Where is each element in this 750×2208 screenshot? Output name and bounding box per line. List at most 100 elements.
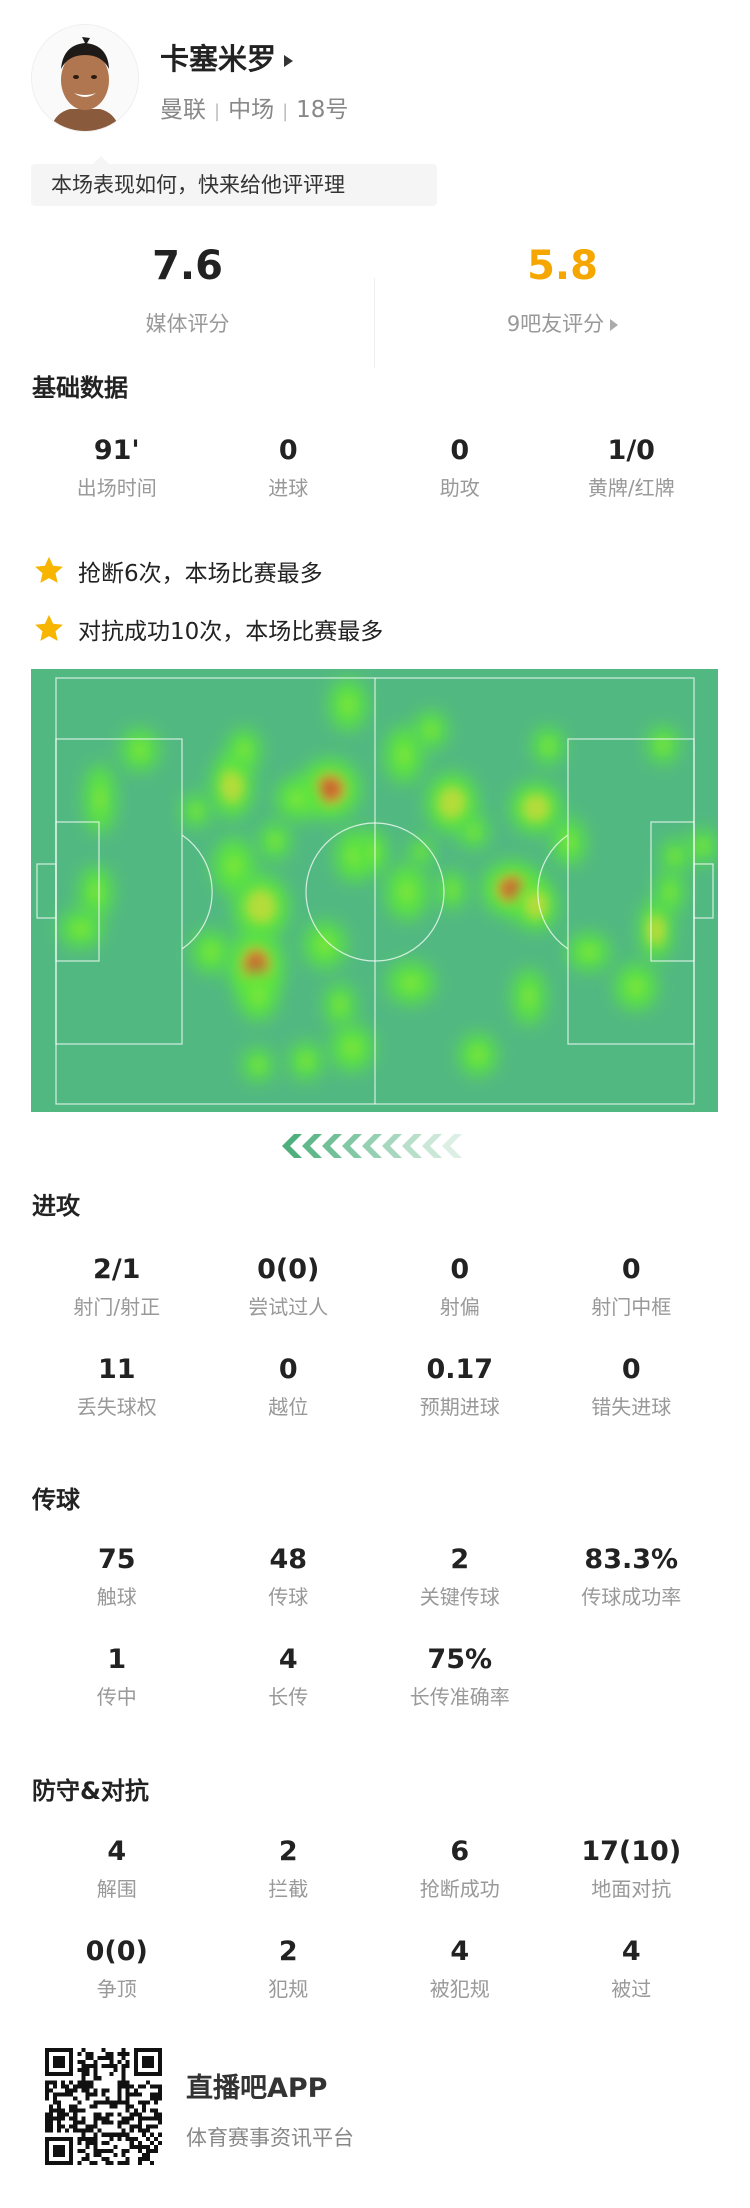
fan-rating[interactable]: 5.8 9吧友评分 (375, 242, 750, 338)
stat-value: 1/0 (607, 435, 655, 466)
heat-spot (79, 866, 113, 918)
stat-label: 尝试过人 (248, 1295, 329, 1319)
stat-label: 被犯规 (429, 1977, 490, 2001)
heat-spot (615, 964, 657, 1010)
heat-spot (426, 773, 478, 833)
stat-value: 2 (278, 1936, 298, 1967)
stat-cell: 2 关键传球 (374, 1544, 546, 1610)
stat-cell: 0 越位 (203, 1354, 375, 1420)
heat-spot (243, 1048, 273, 1082)
attack-stats-grid: 2/1 射门/射正 0(0) 尝试过人 0 射偏 0 射门中框 11 丢失球权 0 越位 0.17 预期进… (31, 1254, 717, 1420)
stat-value: 48 (269, 1544, 308, 1575)
stat-cell: 75% 长传准确率 (374, 1644, 546, 1710)
stat-value: 0(0) (257, 1254, 320, 1285)
player-name-link[interactable]: 卡塞米罗 (160, 36, 294, 78)
stat-cell: 4 被过 (546, 1936, 718, 2002)
stat-label: 被过 (611, 1977, 652, 2001)
star-icon (35, 556, 63, 583)
heatmap-layer (60, 679, 717, 1082)
left-penalty-arc (181, 834, 213, 950)
stat-value: 0(0) (85, 1936, 148, 1967)
stat-value: 0 (278, 435, 298, 466)
stat-value: 1 (107, 1644, 127, 1675)
left-goal (36, 863, 57, 919)
stat-value: 6 (450, 1836, 470, 1867)
stat-label: 犯规 (268, 1977, 309, 2001)
chevron-left-icon (402, 1134, 422, 1158)
heat-spot (325, 984, 355, 1026)
stat-cell: 0 射偏 (374, 1254, 546, 1320)
highlight-item: 抢断6次，本场比赛最多 (32, 551, 323, 591)
stat-value: 11 (97, 1354, 136, 1385)
passing-stats-grid: 75 触球 48 传球 2 关键传球 83.3% 传球成功率 1 传中 4 长传 75% 长传准确率 (31, 1544, 717, 1710)
center-circle (305, 822, 445, 962)
heat-spot (85, 764, 115, 834)
caret-right-icon (284, 55, 294, 67)
chevron-left-icon (282, 1134, 302, 1158)
defense-stats-grid: 4 解围 2 拦截 6 抢断成功 17(10) 地面对抗 0(0) 争顶 2 犯规 4 被犯规 4 被过 (31, 1836, 717, 2002)
heat-spot (460, 815, 488, 849)
stat-label: 射门/射正 (73, 1295, 161, 1319)
stat-label: 拦截 (268, 1877, 309, 1901)
heat-spot (409, 838, 433, 866)
heat-spot (648, 726, 678, 764)
pitch-lines (36, 677, 714, 1105)
chevron-left-icon (422, 1134, 442, 1158)
heat-spot (459, 1034, 497, 1076)
player-number: 18号 (296, 97, 349, 123)
stat-label: 越位 (268, 1395, 309, 1419)
stat-cell: 17(10) 地面对抗 (546, 1836, 718, 1902)
stat-value: 4 (450, 1936, 470, 1967)
team-name: 曼联 (160, 97, 206, 123)
stat-label: 抢断成功 (419, 1877, 500, 1901)
heat-spot (239, 969, 277, 1021)
app-name: 直播吧APP (186, 2073, 328, 2104)
heat-spot (182, 794, 210, 828)
stat-label: 解围 (96, 1877, 137, 1901)
heat-spot (227, 729, 261, 771)
heat-spot (656, 871, 684, 913)
stat-cell: 1 传中 (31, 1644, 203, 1710)
stat-cell: 1/0 黄牌/红牌 (546, 435, 718, 501)
section-title-passing: 传球 (32, 1486, 80, 1514)
media-rating-value: 7.6 (152, 243, 223, 289)
stat-cell: 2/1 射门/射正 (31, 1254, 203, 1320)
stat-label: 出场时间 (76, 476, 157, 500)
stat-value: 91' (93, 435, 140, 466)
fan-rating-label: 9吧友评分 (506, 312, 605, 336)
highlight-text: 对抗成功10次，本场比赛最多 (78, 619, 384, 645)
chevron-left-icon (362, 1134, 382, 1158)
stat-cell: 0.17 预期进球 (374, 1354, 546, 1420)
stat-value: 0 (278, 1354, 298, 1385)
stat-cell: 11 丢失球权 (31, 1354, 203, 1420)
chevron-left-icon (322, 1134, 342, 1158)
stat-cell: 48 传球 (203, 1544, 375, 1610)
stat-cell: 0 助攻 (374, 435, 546, 501)
stat-label: 传球成功率 (581, 1585, 682, 1609)
basic-stats-grid: 91' 出场时间 0 进球 0 助攻 1/0 黄牌/红牌 (31, 435, 717, 501)
stat-value: 2 (450, 1544, 470, 1575)
stat-value: 0 (450, 435, 470, 466)
player-position: 中场 (228, 97, 275, 123)
fan-rating-value: 5.8 (527, 243, 598, 289)
stat-label: 传球 (268, 1585, 309, 1609)
stat-label: 触球 (96, 1585, 137, 1609)
heat-spot (276, 778, 318, 820)
stat-value: 83.3% (584, 1544, 679, 1575)
stat-label: 预期进球 (419, 1395, 500, 1419)
stat-label: 长传准确率 (409, 1685, 510, 1709)
stat-cell: 2 拦截 (203, 1836, 375, 1902)
stat-label: 关键传球 (419, 1585, 500, 1609)
stat-cell: 75 触球 (31, 1544, 203, 1610)
rate-prompt-bubble[interactable]: 本场表现如何，快来给他评评理 (31, 156, 437, 206)
heat-spot (388, 962, 434, 1004)
qr-code[interactable] (45, 2048, 162, 2165)
stat-value: 75 (97, 1544, 136, 1575)
stat-value: 0 (621, 1254, 641, 1285)
right-goal (693, 863, 714, 919)
heat-spot (414, 711, 448, 749)
player-photo-icon (32, 25, 138, 131)
heat-spot (260, 822, 290, 860)
chevron-left-icon (302, 1134, 322, 1158)
player-avatar[interactable] (31, 24, 139, 132)
